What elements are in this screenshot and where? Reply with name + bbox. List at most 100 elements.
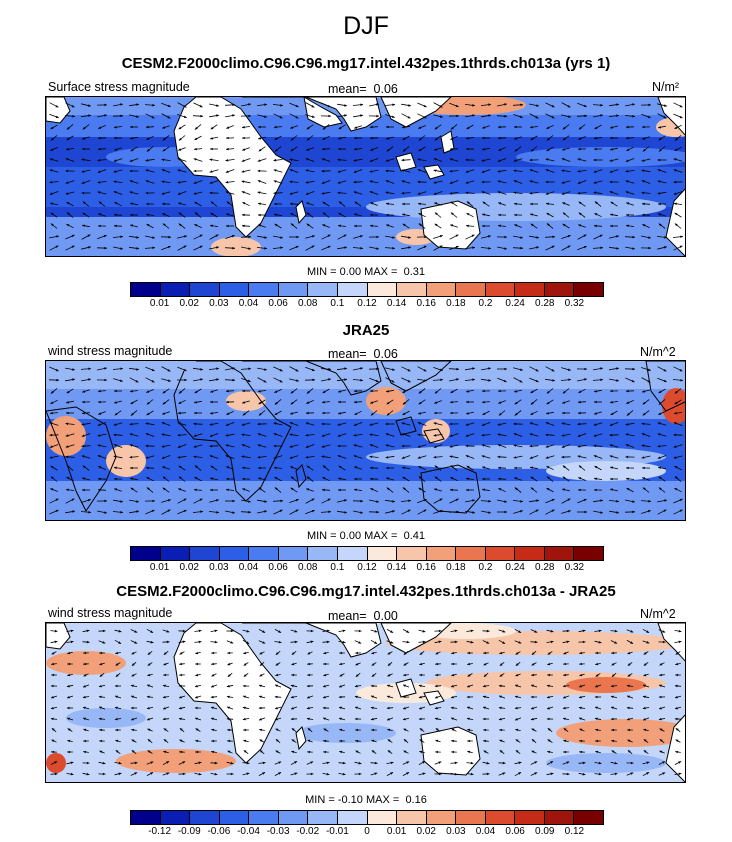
wind-vector-head bbox=[466, 126, 470, 130]
wind-vector-head bbox=[305, 181, 309, 184]
wind-vector-head bbox=[146, 487, 150, 491]
wind-vector-head bbox=[322, 477, 326, 480]
wind-vector-head bbox=[199, 234, 203, 238]
wind-vector-head bbox=[371, 674, 375, 677]
wind-vector-head bbox=[578, 390, 582, 393]
wind-vector-head bbox=[114, 488, 118, 491]
wind-vector-head bbox=[257, 455, 261, 459]
wind-vector-head bbox=[273, 422, 277, 425]
wind-vector-head bbox=[642, 202, 645, 206]
wind-vector-head bbox=[663, 116, 667, 119]
wind-vector-head bbox=[65, 158, 69, 161]
wind-vector-head bbox=[390, 630, 394, 633]
wind-vector-head bbox=[70, 761, 74, 765]
wind-vector-head bbox=[482, 224, 485, 228]
wind-vector-head bbox=[578, 477, 582, 480]
wind-vector-head bbox=[82, 488, 85, 492]
panel-1-wind-vectors bbox=[49, 102, 684, 251]
wind-vector-head bbox=[616, 103, 619, 106]
colorbar-swatch bbox=[515, 283, 545, 296]
wind-vector-head bbox=[609, 170, 613, 173]
panel-1-colorbar-ticks: 0.01 0.02 0.03 0.04 0.06 0.08 0.1 0.12 0.14 0.16 0… bbox=[130, 298, 604, 310]
wind-vector-head bbox=[546, 684, 550, 688]
wind-vector-head bbox=[562, 476, 566, 480]
wind-vector-head bbox=[595, 684, 598, 688]
wind-vector-head bbox=[179, 695, 182, 699]
wind-vector-head bbox=[226, 400, 229, 404]
wind-vector-head bbox=[179, 750, 182, 754]
wind-vector-head bbox=[97, 423, 101, 426]
wind-vector-head bbox=[195, 739, 198, 743]
wind-vector-head bbox=[488, 367, 491, 370]
wind-vector-head bbox=[70, 640, 74, 644]
wind-vector-head bbox=[386, 202, 389, 206]
wind-vector-head bbox=[545, 445, 549, 448]
wind-vector-head bbox=[387, 739, 391, 742]
wind-vector-head bbox=[354, 717, 358, 721]
wind-vector-head bbox=[488, 379, 491, 382]
wind-vector-head bbox=[497, 159, 501, 162]
wind-vector-head bbox=[129, 169, 133, 173]
wind-vector-head bbox=[131, 651, 135, 655]
wind-vector-head bbox=[327, 498, 331, 502]
wind-vector-head bbox=[248, 103, 251, 106]
wind-vector-head bbox=[49, 180, 53, 184]
wind-vector-head bbox=[65, 192, 69, 195]
wind-vector-head bbox=[433, 192, 437, 195]
colorbar-tick-label: 0.04 bbox=[238, 298, 259, 309]
wind-vector-head bbox=[483, 750, 487, 753]
wind-vector-head bbox=[258, 148, 262, 152]
wind-vector-head bbox=[465, 423, 469, 426]
wind-vector-head bbox=[323, 651, 327, 655]
wind-vector-head bbox=[675, 739, 679, 742]
wind-vector-head bbox=[275, 728, 279, 732]
wind-vector-head bbox=[643, 750, 647, 753]
wind-vector-head bbox=[466, 465, 470, 469]
wind-vector-head bbox=[242, 224, 245, 228]
wind-vector-head bbox=[594, 412, 597, 415]
wind-vector-head bbox=[210, 137, 213, 140]
colorbar-swatch bbox=[485, 283, 516, 296]
wind-vector-head bbox=[471, 234, 475, 238]
colorbar-tick-label: 0.08 bbox=[298, 562, 318, 573]
wind-vector-head bbox=[498, 401, 502, 404]
wind-vector-head bbox=[242, 213, 245, 217]
wind-vector-head bbox=[566, 761, 570, 764]
panel-1-units: N/m² bbox=[652, 80, 680, 94]
wind-vector-head bbox=[227, 674, 231, 677]
panel-3-min-label: MIN = bbox=[305, 794, 335, 806]
colorbar-swatch bbox=[131, 547, 161, 560]
wind-vector-head bbox=[177, 181, 181, 184]
wind-vector-head bbox=[339, 728, 343, 732]
wind-vector-head bbox=[488, 247, 491, 250]
wind-vector-head bbox=[178, 411, 181, 415]
wind-vector-head bbox=[594, 717, 598, 721]
wind-vector-head bbox=[344, 367, 347, 370]
wind-vector-head bbox=[290, 476, 294, 480]
wind-vector-head bbox=[369, 170, 373, 173]
wind-vector-head bbox=[198, 640, 202, 644]
wind-vector-head bbox=[225, 180, 229, 184]
wind-vector-head bbox=[577, 434, 581, 437]
wind-vector-head bbox=[66, 465, 70, 469]
wind-vector-head bbox=[226, 201, 230, 205]
wind-vector-head bbox=[658, 213, 661, 216]
colorbar-tick-label: 0.06 bbox=[268, 562, 288, 573]
wind-vector-head bbox=[627, 728, 630, 732]
wind-vector-head bbox=[65, 455, 69, 459]
wind-vector-head bbox=[550, 772, 554, 776]
wind-vector-head bbox=[321, 169, 325, 173]
wind-vector-head bbox=[610, 136, 613, 140]
wind-vector-head bbox=[514, 125, 517, 129]
wind-vector-head bbox=[167, 116, 171, 119]
wind-vector-head bbox=[360, 114, 363, 117]
wind-vector-head bbox=[450, 465, 454, 469]
wind-vector-head bbox=[472, 499, 475, 502]
wind-vector-head bbox=[211, 728, 215, 732]
wind-vector-head bbox=[322, 137, 326, 140]
wind-vector-head bbox=[434, 212, 438, 216]
wind-vector-head bbox=[417, 445, 421, 448]
wind-vector-head bbox=[354, 201, 358, 205]
wind-vector-head bbox=[465, 170, 469, 173]
wind-vector-head bbox=[163, 750, 167, 754]
